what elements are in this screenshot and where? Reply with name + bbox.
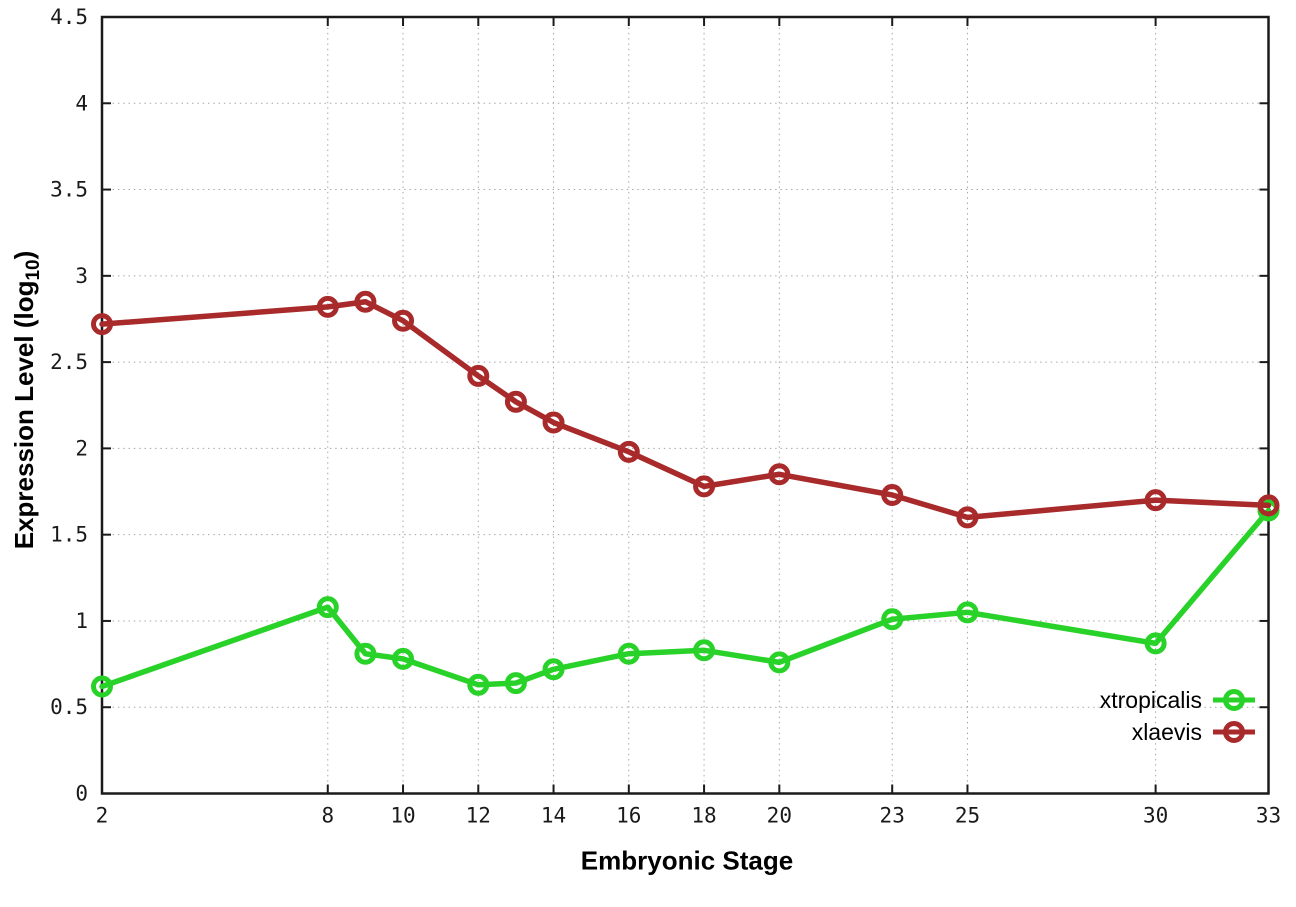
svg-text:25: 25: [955, 804, 980, 828]
svg-text:2: 2: [96, 804, 109, 828]
svg-text:23: 23: [880, 804, 905, 828]
svg-text:10: 10: [390, 804, 415, 828]
legend-marker-xlaevis-icon: [1213, 721, 1255, 743]
legend-item-xtropicalis: xtropicalis: [1100, 684, 1256, 716]
y-axis-label: Expression Level (log10): [9, 251, 45, 550]
y-axis-label-text: Expression Level (log: [9, 280, 39, 550]
svg-text:14: 14: [541, 804, 566, 828]
y-axis-label-suffix: ): [9, 250, 39, 260]
legend-marker-xtropicalis-icon: [1213, 689, 1255, 711]
y-tick-labels: 0 0.5 1 1.5 2 2.5 3 3.5 4 4.5: [50, 5, 88, 806]
x-axis-label: Embryonic Stage: [580, 845, 794, 876]
svg-text:4.5: 4.5: [50, 5, 88, 29]
svg-text:0.5: 0.5: [50, 695, 88, 719]
tick-marks: [101, 16, 1270, 795]
svg-text:1: 1: [75, 609, 88, 633]
svg-text:2.5: 2.5: [50, 350, 88, 374]
legend-label-xtropicalis: xtropicalis: [1099, 686, 1202, 713]
grid-layer: [102, 17, 1269, 794]
x-tick-labels: 2 8 10 12 14 16 18 20 23 25 30 33: [96, 804, 1281, 828]
svg-text:4: 4: [75, 91, 88, 115]
svg-text:3.5: 3.5: [50, 178, 88, 202]
svg-text:0: 0: [75, 782, 88, 806]
series-xtropicalis: [91, 499, 1280, 698]
svg-text:2: 2: [75, 436, 88, 460]
legend-label-xlaevis: xlaevis: [1131, 718, 1202, 745]
svg-text:30: 30: [1143, 804, 1168, 828]
svg-text:33: 33: [1256, 804, 1281, 828]
svg-text:20: 20: [767, 804, 792, 828]
series-xlaevis: [91, 290, 1280, 529]
svg-text:18: 18: [691, 804, 716, 828]
legend: xtropicalis xlaevis: [1100, 684, 1256, 748]
svg-text:3: 3: [75, 264, 88, 288]
plot-border: [100, 15, 1270, 795]
svg-text:8: 8: [321, 804, 334, 828]
svg-text:12: 12: [466, 804, 491, 828]
legend-item-xlaevis: xlaevis: [1132, 716, 1256, 748]
svg-text:16: 16: [616, 804, 641, 828]
y-axis-label-subscript: 10: [23, 259, 44, 281]
svg-text:1.5: 1.5: [50, 523, 88, 547]
